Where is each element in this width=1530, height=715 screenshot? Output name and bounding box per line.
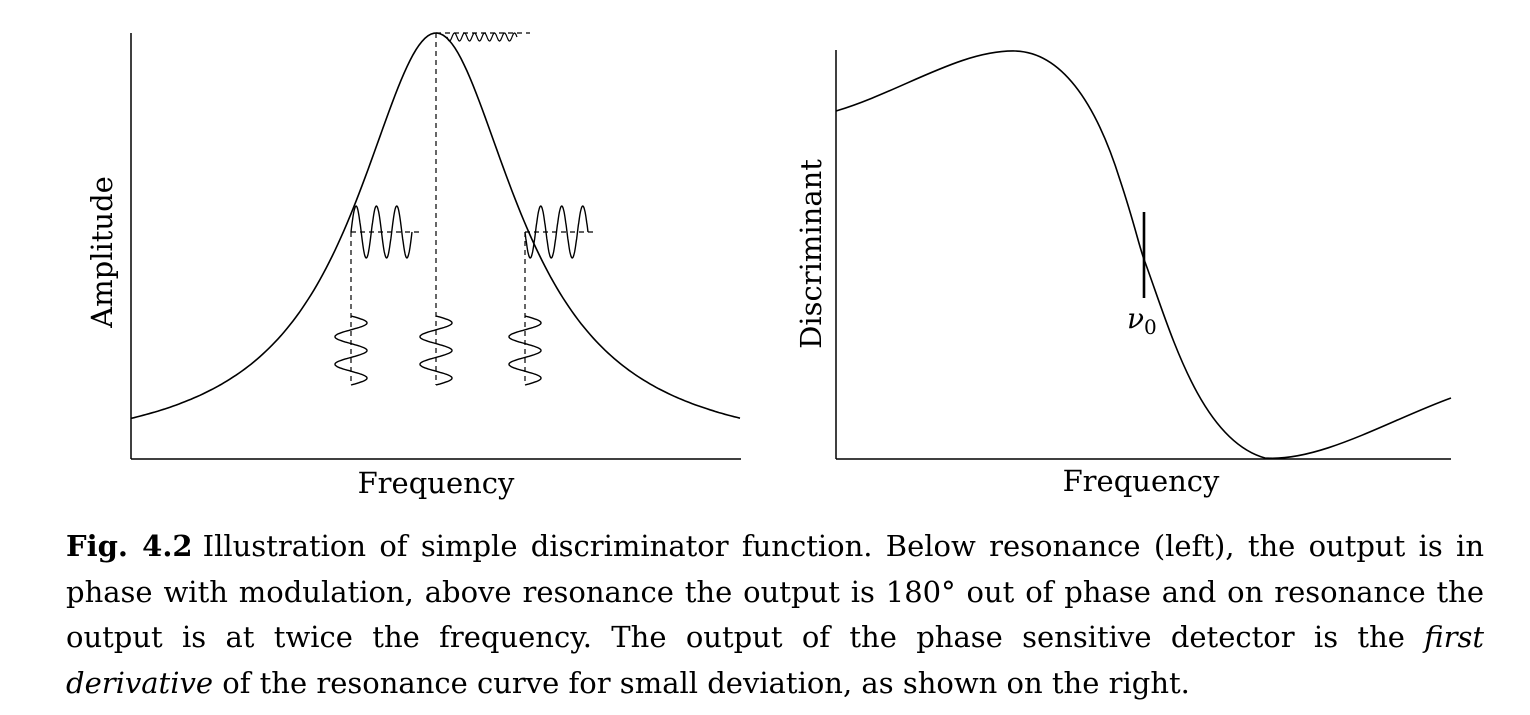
- caption-text: Illustration of simple discriminator fun…: [66, 529, 1484, 654]
- guide-lines: [350, 32, 595, 385]
- modulation-wave-below: [334, 315, 368, 386]
- resonance-panel: Amplitude Frequency: [85, 32, 741, 500]
- modulation-wave-above: [508, 315, 542, 386]
- modulation-wave-on: [419, 315, 453, 386]
- discriminant-panel: ν0 Discriminant Frequency: [794, 50, 1452, 498]
- caption-emphasis: first derivative: [66, 620, 1484, 700]
- output-wave-out-of-phase: [524, 205, 589, 259]
- discriminant-curve: [835, 50, 1452, 460]
- resonance-y-label: Amplitude: [85, 176, 119, 329]
- resonance-marker-label: ν0: [1127, 302, 1157, 339]
- discriminant-y-label: Discriminant: [794, 159, 828, 349]
- discriminant-x-label: Frequency: [1063, 464, 1220, 498]
- output-wave-double-freq: [446, 32, 518, 42]
- resonance-x-label: Frequency: [358, 466, 515, 500]
- figure-illustration: Amplitude Frequency ν0 Discriminant Freq…: [85, 32, 1452, 500]
- figure-caption: Fig. 4.2 Illustration of simple discrimin…: [66, 524, 1484, 706]
- output-wave-in-phase: [350, 205, 413, 259]
- figure-number: Fig. 4.2: [66, 529, 193, 563]
- caption-text-end: of the resonance curve for small deviati…: [213, 665, 1190, 700]
